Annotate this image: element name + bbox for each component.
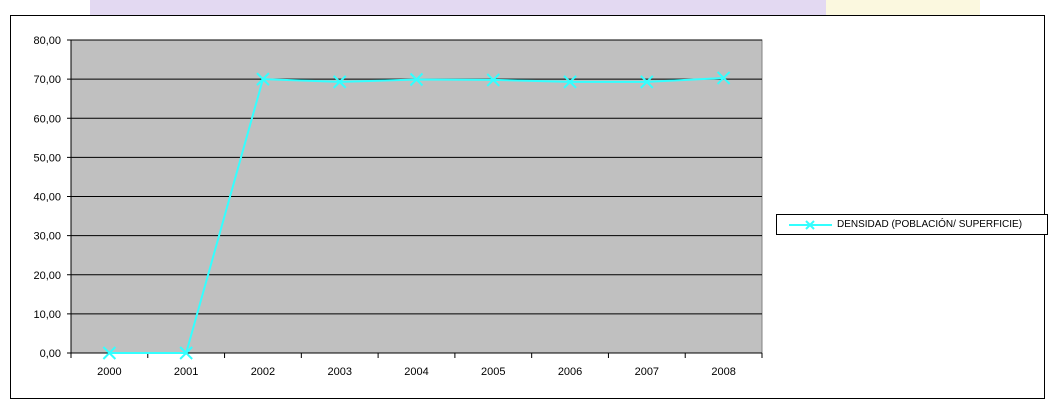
x-tick-label: 2007 bbox=[635, 366, 659, 378]
x-tick-label: 2002 bbox=[251, 366, 275, 378]
series-density bbox=[102, 71, 731, 360]
top-band-purple bbox=[90, 0, 826, 16]
y-tick-label: 20,00 bbox=[33, 270, 61, 282]
x-tick-label: 2006 bbox=[558, 366, 582, 378]
data-point-marker bbox=[640, 75, 654, 89]
data-point-marker bbox=[716, 71, 731, 85]
legend-x-marker bbox=[805, 220, 815, 230]
data-point-marker bbox=[333, 75, 347, 89]
x-tick-label: 2004 bbox=[404, 366, 428, 378]
data-point-marker bbox=[256, 72, 270, 86]
legend: DENSIDAD (POBLACIÓN/ SUPERFICIE) bbox=[776, 214, 1048, 235]
data-point-marker bbox=[486, 73, 500, 87]
x-tick-label: 2001 bbox=[174, 366, 198, 378]
data-point-marker bbox=[409, 72, 424, 87]
legend-label-density: DENSIDAD (POBLACIÓN/ SUPERFICIE) bbox=[837, 219, 1023, 230]
y-tick-label: 50,00 bbox=[33, 152, 61, 164]
x-tick-label: 2008 bbox=[711, 366, 735, 378]
y-tick-label: 10,00 bbox=[33, 309, 61, 321]
x-tick-label: 2000 bbox=[97, 366, 121, 378]
data-point-marker bbox=[179, 346, 193, 360]
x-tick-label: 2005 bbox=[481, 366, 505, 378]
data-point-marker bbox=[102, 346, 117, 360]
y-tick-label: 0,00 bbox=[40, 348, 61, 360]
y-tick-label: 70,00 bbox=[33, 74, 61, 86]
y-tick-label: 40,00 bbox=[33, 192, 61, 204]
y-axis-tick-labels: 0,00 10,00 20,00 30,00 40,00 50,00 60,00 70,00 8… bbox=[33, 35, 61, 360]
data-point-marker bbox=[563, 75, 577, 89]
y-tick-label: 30,00 bbox=[33, 231, 61, 243]
y-tick-label: 60,00 bbox=[33, 113, 61, 125]
gridlines bbox=[71, 39, 762, 315]
top-band-yellow bbox=[826, 0, 980, 16]
x-tick-label: 2003 bbox=[327, 366, 351, 378]
x-axis-tick-labels: 2000 2001 2002 2003 2004 2005 2006 2007 2008 bbox=[97, 366, 736, 378]
y-tick-label: 80,00 bbox=[33, 35, 61, 47]
